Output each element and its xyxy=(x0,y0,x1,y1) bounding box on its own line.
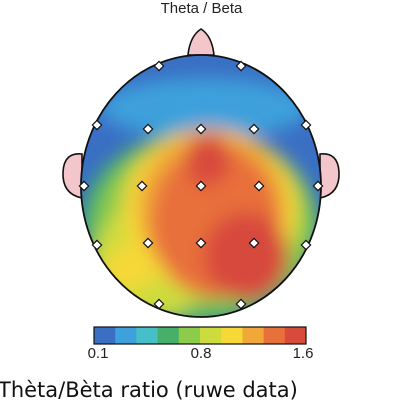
colorbar-segment xyxy=(157,327,180,344)
electrode-marker xyxy=(195,123,207,135)
electrode-marker xyxy=(300,119,312,131)
colorbar-segment xyxy=(94,327,116,344)
colorbar-segment xyxy=(263,327,286,344)
electrode-marker xyxy=(248,123,260,135)
colorbar xyxy=(93,326,307,345)
colorbar-segment xyxy=(221,327,243,344)
left-ear xyxy=(62,153,83,199)
electrode-marker xyxy=(153,60,165,72)
colorbar-tick-mid: 0.8 xyxy=(190,345,212,362)
electrode-marker xyxy=(235,298,247,310)
colorbar-tick-max: 1.6 xyxy=(292,345,314,362)
electrode-marker xyxy=(248,237,260,249)
colorbar-segment xyxy=(115,327,137,344)
electrode-marker xyxy=(142,237,154,249)
map-title: Theta / Beta xyxy=(160,0,243,17)
colorbar-segment xyxy=(136,327,159,344)
colorbar-frame xyxy=(93,326,307,345)
nose xyxy=(187,28,215,56)
electrode-marker xyxy=(91,119,103,131)
colorbar-segment xyxy=(178,327,201,344)
electrode-marker xyxy=(136,180,148,192)
electrode-marker xyxy=(195,237,207,249)
electrode-marker xyxy=(91,239,103,251)
colorbar-segment xyxy=(200,327,222,344)
electrode-marker xyxy=(300,239,312,251)
electrode-marker xyxy=(253,180,265,192)
electrode-marker xyxy=(78,180,90,192)
electrode-group xyxy=(78,60,324,310)
figure-caption: Thèta/Bèta ratio (ruwe data) xyxy=(0,378,298,402)
electrode-marker xyxy=(153,298,165,310)
electrode-marker xyxy=(312,180,324,192)
electrode-marker xyxy=(142,123,154,135)
colorbar-segment xyxy=(284,327,307,344)
heat-map xyxy=(81,55,321,317)
colorbar-tick-min: 0.1 xyxy=(87,345,109,362)
electrode-marker xyxy=(195,180,207,192)
right-ear xyxy=(319,153,340,199)
colorbar-segment xyxy=(242,327,265,344)
electrode-marker xyxy=(235,60,247,72)
